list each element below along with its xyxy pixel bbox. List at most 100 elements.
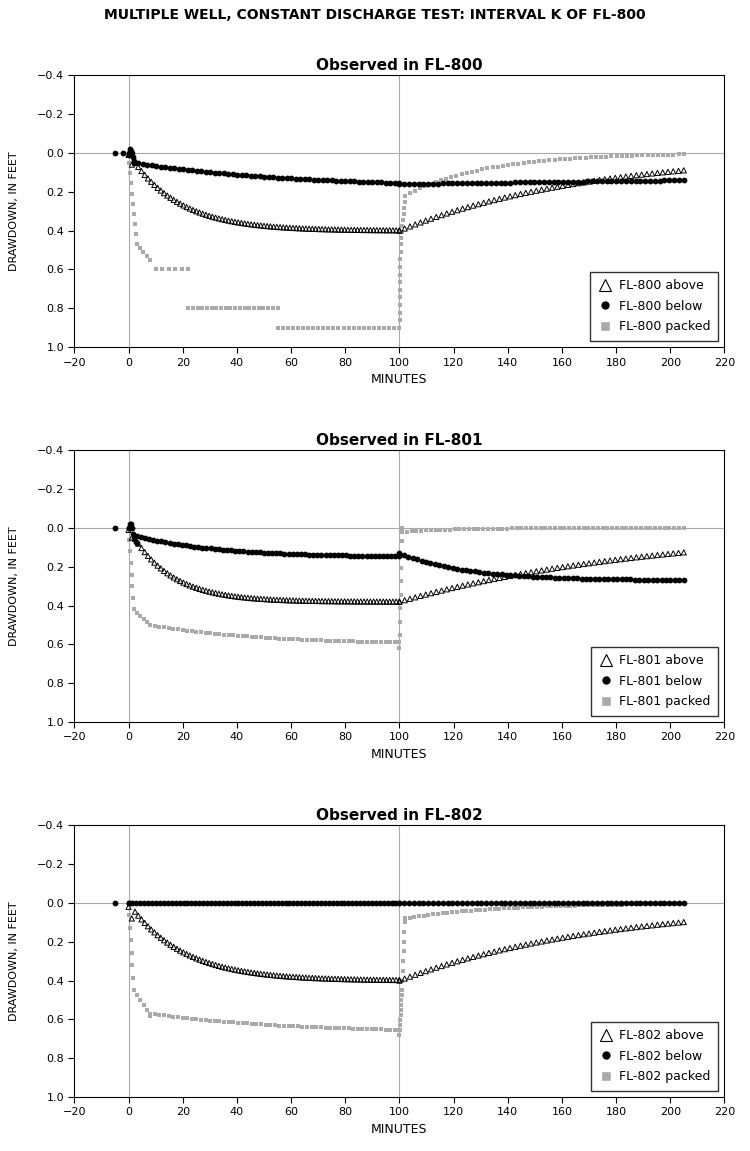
Point — [442, 893, 454, 912]
Point — [387, 593, 399, 611]
Point — [657, 145, 669, 163]
Point — [633, 571, 645, 589]
Point — [292, 319, 304, 337]
Point — [370, 633, 382, 651]
Point — [402, 548, 414, 566]
Point — [476, 160, 488, 178]
Point — [251, 216, 263, 235]
Point — [678, 519, 690, 538]
Point — [668, 893, 680, 912]
Point — [344, 171, 356, 190]
Point — [442, 558, 454, 577]
Point — [255, 965, 267, 983]
Point — [173, 160, 185, 178]
Point — [522, 898, 534, 916]
Point — [200, 953, 212, 971]
Point — [625, 167, 637, 185]
Point — [122, 893, 134, 912]
Point — [380, 970, 392, 989]
Point — [258, 216, 270, 235]
Point — [229, 587, 241, 605]
Point — [278, 544, 290, 563]
Point — [125, 514, 137, 533]
Point — [180, 536, 192, 555]
Point — [394, 586, 406, 604]
Point — [205, 893, 217, 912]
Point — [394, 893, 406, 912]
Point — [538, 152, 550, 170]
Point — [397, 962, 409, 981]
Point — [395, 1001, 407, 1020]
Point — [335, 221, 347, 239]
Text: MULTIPLE WELL, CONSTANT DISCHARGE TEST: INTERVAL K OF FL-800: MULTIPLE WELL, CONSTANT DISCHARGE TEST: … — [104, 8, 646, 22]
Point — [227, 1013, 239, 1031]
Point — [420, 521, 432, 540]
Point — [232, 961, 244, 980]
Point — [128, 205, 140, 223]
Point — [649, 893, 661, 912]
Point — [283, 1016, 295, 1035]
Point — [263, 168, 275, 186]
Point — [394, 273, 406, 291]
Point — [441, 904, 453, 922]
Point — [394, 1006, 406, 1024]
Point — [356, 547, 368, 565]
Point — [370, 221, 382, 239]
Point — [128, 528, 140, 547]
Point — [399, 913, 411, 931]
Point — [457, 951, 469, 969]
Point — [367, 173, 379, 191]
Point — [446, 579, 458, 597]
Point — [460, 902, 472, 921]
Point — [394, 258, 406, 276]
Point — [338, 893, 350, 912]
Point — [500, 565, 512, 584]
Title: Observed in FL-800: Observed in FL-800 — [316, 58, 483, 73]
Point — [176, 535, 188, 554]
Point — [352, 632, 364, 650]
Point — [645, 894, 657, 913]
Point — [434, 520, 446, 539]
Point — [397, 216, 409, 235]
Point — [616, 570, 628, 588]
Point — [673, 543, 685, 562]
Point — [122, 519, 134, 538]
Point — [499, 940, 511, 959]
Point — [652, 146, 664, 165]
Point — [293, 592, 305, 610]
Point — [343, 1020, 355, 1038]
Point — [430, 521, 442, 540]
Point — [313, 592, 325, 610]
Point — [172, 535, 184, 554]
Point — [395, 559, 407, 578]
Point — [313, 969, 325, 988]
Point — [278, 219, 290, 237]
Point — [311, 546, 323, 564]
Point — [124, 918, 136, 937]
Point — [334, 893, 346, 912]
Point — [126, 944, 138, 962]
Point — [380, 593, 392, 611]
Point — [466, 162, 478, 181]
Point — [378, 319, 390, 337]
Point — [536, 181, 548, 199]
Point — [615, 171, 627, 190]
Point — [562, 176, 574, 195]
Point — [248, 589, 260, 608]
Point — [394, 893, 406, 912]
Point — [384, 970, 396, 989]
Legend: FL-802 above, FL-802 below, FL-802 packed: FL-802 above, FL-802 below, FL-802 packe… — [590, 1022, 718, 1091]
Point — [541, 561, 553, 579]
Point — [668, 519, 680, 538]
Point — [262, 543, 274, 562]
Point — [487, 519, 499, 538]
Point — [370, 1020, 382, 1038]
Point — [278, 967, 290, 985]
Point — [178, 943, 190, 961]
Point — [504, 893, 516, 912]
Point — [555, 897, 567, 915]
Point — [368, 319, 380, 337]
Point — [138, 997, 150, 1015]
Point — [218, 1013, 230, 1031]
Point — [544, 151, 556, 169]
